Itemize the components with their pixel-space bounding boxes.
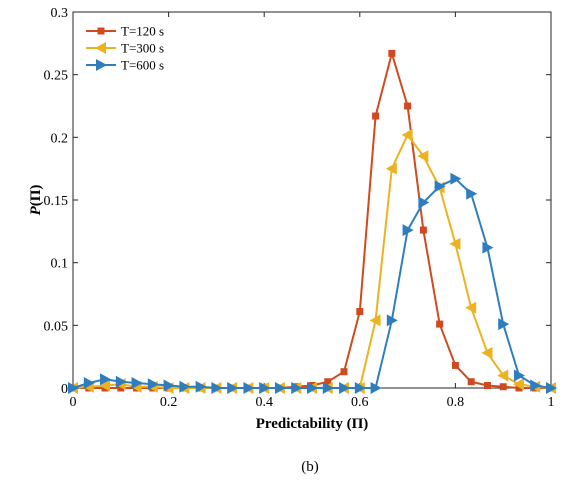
data-point-t600 (418, 196, 430, 209)
data-point-t600 (163, 379, 175, 392)
data-point-t600 (434, 180, 446, 193)
data-point-t600 (498, 318, 510, 331)
data-point-t600 (147, 378, 159, 391)
data-point-t600 (339, 382, 351, 394)
data-point-t300 (497, 369, 509, 382)
y-axis-label-arg: (Π) (28, 185, 44, 207)
series-line-t600 (72, 177, 552, 389)
legend-marker (97, 27, 105, 35)
data-point-t600 (179, 380, 191, 393)
data-point-t600 (307, 382, 318, 394)
legend-label: T=300 s (121, 41, 164, 56)
legend-item-t300: T=300 s (86, 41, 164, 56)
data-point-t600 (513, 369, 525, 382)
data-point-t120 (451, 361, 459, 369)
legend-label: T=120 s (121, 24, 164, 39)
data-point-t600 (482, 241, 494, 254)
y-tick-label: 0.1 (51, 257, 69, 272)
data-point-t120 (467, 378, 475, 386)
y-tick-label: 0 (61, 382, 68, 397)
y-tick-label: 0.25 (44, 69, 69, 84)
data-point-t300 (385, 162, 397, 175)
y-tick-label: 0.15 (44, 194, 69, 209)
data-point-t600 (131, 376, 143, 389)
series-t120 (69, 49, 555, 392)
data-point-t600 (354, 382, 366, 394)
data-point-t120 (419, 226, 427, 234)
y-tick-label: 0.2 (51, 131, 69, 146)
series-t300 (67, 128, 556, 394)
data-point-t600 (546, 382, 557, 394)
data-point-t300 (465, 301, 477, 314)
data-point-t120 (499, 383, 507, 391)
x-tick-labels: 0 0.2 0.4 0.6 0.8 1 (70, 395, 555, 410)
data-point-t300 (417, 150, 429, 163)
data-point-t600 (322, 382, 334, 394)
data-point-t120 (515, 384, 523, 392)
y-tick-labels: 0 0.05 0.1 0.15 0.2 0.25 0.3 (44, 6, 69, 397)
data-point-t120 (436, 320, 444, 328)
x-tick-label: 0.6 (351, 395, 369, 410)
data-point-t120 (340, 368, 348, 376)
series-line-t300 (72, 133, 552, 389)
data-point-t600 (530, 379, 542, 392)
data-point-t300 (449, 237, 461, 250)
data-point-t600 (450, 172, 462, 185)
data-point-t600 (115, 375, 127, 388)
y-axis-label: P(Π) (28, 185, 44, 216)
data-point-t600 (195, 380, 207, 393)
data-point-t300 (99, 379, 111, 392)
y-tick-label: 0.05 (44, 319, 69, 334)
data-point-t600 (227, 382, 239, 394)
y-axis-label-main: P (28, 205, 44, 215)
x-tick-label: 1 (548, 395, 555, 410)
data-point-t120 (117, 384, 125, 392)
data-point-t300 (512, 378, 524, 391)
data-point-t120 (388, 49, 396, 57)
data-point-t120 (372, 112, 380, 120)
data-point-t300 (481, 346, 493, 359)
data-point-t120 (324, 378, 332, 386)
figure-caption: (b) (301, 459, 319, 475)
legend-marker (96, 59, 107, 71)
data-point-t600 (83, 376, 95, 389)
data-point-t600 (466, 187, 478, 200)
data-point-t120 (356, 308, 364, 316)
data-point-t600 (243, 382, 255, 394)
data-point-t120 (483, 381, 491, 389)
legend-item-t120: T=120 s (86, 24, 164, 39)
data-point-t600 (211, 382, 223, 394)
data-point-t600 (370, 382, 382, 394)
y-tick-label: 0.3 (51, 6, 69, 21)
data-point-t600 (274, 382, 286, 394)
x-tick-label: 0.8 (447, 395, 465, 410)
x-tick-label: 0.4 (255, 395, 273, 410)
legend-item-t600: T=600 s (86, 58, 164, 73)
x-axis-label: Predictability (Π) (256, 416, 369, 432)
data-point-t300 (369, 314, 381, 327)
data-point-t300 (401, 128, 413, 141)
data-point-t600 (386, 314, 398, 327)
x-tick-label: 0 (70, 395, 77, 410)
legend: T=120 s T=300 s T=600 s (86, 24, 164, 73)
x-tick-label: 0.2 (160, 395, 178, 410)
legend-marker (95, 42, 106, 54)
legend-label: T=600 s (121, 58, 164, 73)
data-point-t120 (404, 102, 412, 110)
data-point-t600 (259, 382, 271, 394)
data-point-t600 (100, 373, 112, 386)
data-point-t600 (68, 382, 79, 394)
series-t600 (68, 172, 557, 394)
data-point-t600 (402, 224, 414, 237)
series-layer (67, 49, 557, 394)
data-point-t600 (291, 382, 303, 394)
